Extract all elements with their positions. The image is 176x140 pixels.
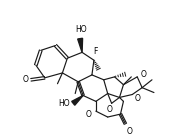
Text: F: F xyxy=(94,47,98,56)
Text: O: O xyxy=(23,75,29,84)
Text: HO: HO xyxy=(75,25,87,34)
Text: O: O xyxy=(86,110,92,119)
Text: O: O xyxy=(107,105,113,114)
Text: O: O xyxy=(126,127,132,136)
Polygon shape xyxy=(78,38,83,52)
Text: HO: HO xyxy=(59,99,70,108)
Text: O: O xyxy=(140,70,146,79)
Polygon shape xyxy=(72,95,83,105)
Text: O: O xyxy=(134,94,140,103)
